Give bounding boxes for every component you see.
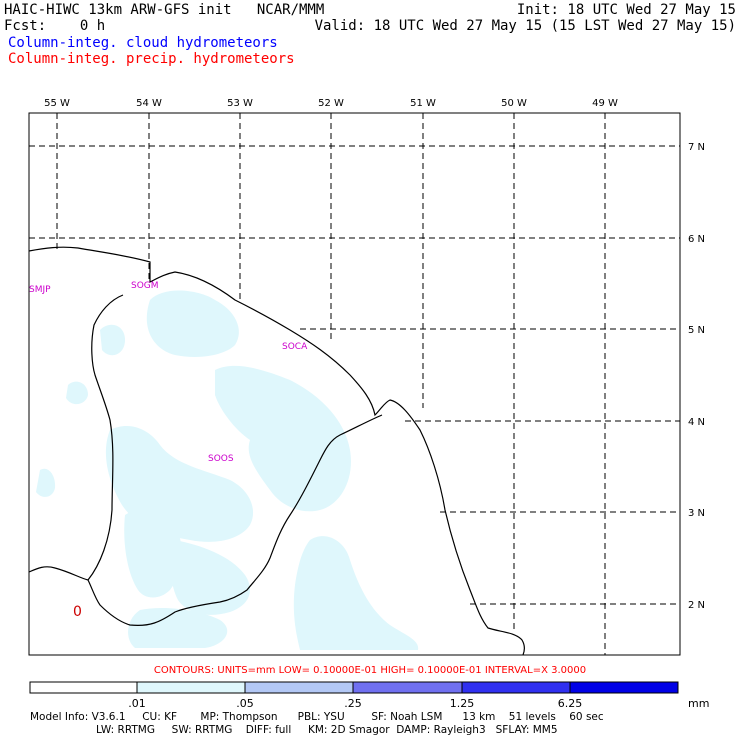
coastline-borders: [28, 246, 525, 656]
lat-label-3n: 3 N: [688, 508, 705, 519]
lat-label-2n: 2 N: [688, 600, 705, 611]
colorbar-label-2: .25: [344, 697, 362, 710]
lon-label-55w: 55 W: [44, 98, 70, 109]
model-info-line-2: LW: RRTMG SW: RRTMG DIFF: full KM: 2D Sm…: [96, 724, 558, 736]
lon-label-51w: 51 W: [410, 98, 436, 109]
valid-time: Valid: 18 UTC Wed 27 May 15 (15 LST Wed …: [314, 18, 736, 34]
lat-lon-grid: [29, 113, 680, 655]
lon-label-53w: 53 W: [227, 98, 253, 109]
lon-label-50w: 50 W: [501, 98, 527, 109]
model-info-line-1: Model Info: V3.6.1 CU: KF MP: Thompson P…: [30, 711, 604, 723]
lat-label-6n: 6 N: [688, 234, 705, 245]
lat-label-4n: 4 N: [688, 417, 705, 428]
colorbar-label-1: .05: [236, 697, 254, 710]
colorbar-label-3: 1.25: [449, 697, 475, 710]
station-soca: SOCA: [282, 342, 308, 352]
contour-zero-marker: 0: [73, 604, 82, 620]
legend-cloud-hydrometeors: Column-integ. cloud hydrometeors: [8, 35, 278, 51]
station-smjp: SMJP: [29, 285, 51, 295]
lat-label-5n: 5 N: [688, 325, 705, 336]
colorbar-label-4: 6.25: [557, 697, 583, 710]
init-time: Init: 18 UTC Wed 27 May 15: [516, 2, 736, 18]
colorbar: [29, 681, 679, 694]
station-labels: SMJP SOGM SOCA SOOS: [29, 281, 308, 464]
station-soos: SOOS: [208, 454, 234, 464]
forecast-hour: Fcst: 0 h: [4, 18, 106, 34]
lon-label-49w: 49 W: [592, 98, 618, 109]
contour-info: CONTOURS: UNITS=mm LOW= 0.10000E-01 HIGH…: [153, 665, 587, 676]
legend-precip-hydrometeors: Column-integ. precip. hydrometeors: [8, 51, 295, 67]
colorbar-label-0: .01: [128, 697, 146, 710]
station-sogm: SOGM: [131, 281, 159, 291]
latitude-labels: 7 N 6 N 5 N 4 N 3 N 2 N: [688, 142, 705, 611]
header-title: HAIC-HIWC 13km ARW-GFS init NCAR/MMM: [4, 2, 325, 18]
longitude-labels: 55 W 54 W 53 W 52 W 51 W 50 W 49 W: [44, 98, 618, 109]
lon-label-52w: 52 W: [318, 98, 344, 109]
colorbar-unit: mm: [688, 697, 710, 710]
lat-label-7n: 7 N: [688, 142, 705, 153]
cloud-shading: [36, 290, 419, 650]
lon-label-54w: 54 W: [136, 98, 162, 109]
map-frame: [28, 112, 681, 656]
